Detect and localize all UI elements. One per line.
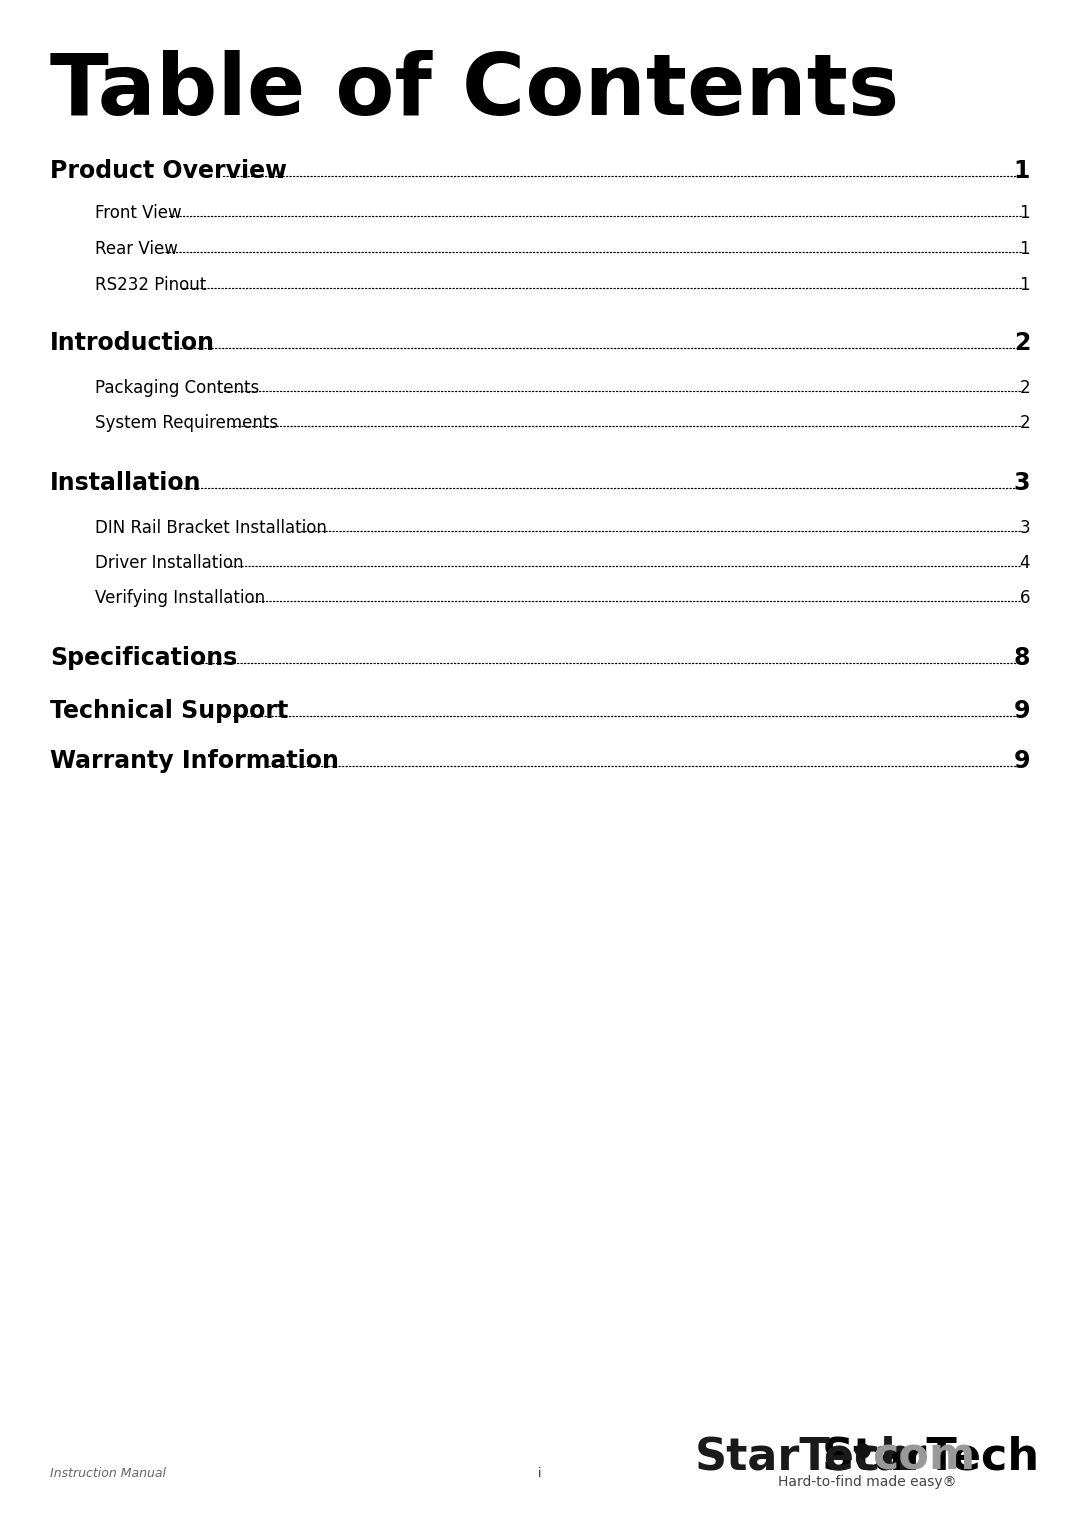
Text: com: com — [872, 1435, 975, 1478]
Text: Installation: Installation — [50, 470, 202, 495]
Text: System Requirements: System Requirements — [95, 414, 279, 432]
Text: i: i — [538, 1467, 542, 1479]
Text: Hard-to-find made easy®: Hard-to-find made easy® — [779, 1475, 957, 1489]
Text: Product Overview: Product Overview — [50, 158, 287, 183]
Text: 3: 3 — [1020, 519, 1030, 537]
Text: Rear View: Rear View — [95, 240, 178, 259]
Text: 2: 2 — [1020, 379, 1030, 397]
Text: 1: 1 — [1020, 275, 1030, 294]
Text: Driver Installation: Driver Installation — [95, 554, 243, 572]
Text: 1: 1 — [1020, 240, 1030, 259]
Text: Front View: Front View — [95, 204, 181, 222]
Text: 8: 8 — [1013, 645, 1030, 670]
Text: 4: 4 — [1020, 554, 1030, 572]
Text: Packaging Contents: Packaging Contents — [95, 379, 259, 397]
Text: Technical Support: Technical Support — [50, 699, 288, 723]
Text: DIN Rail Bracket Installation: DIN Rail Bracket Installation — [95, 519, 327, 537]
Text: RS232 Pinout: RS232 Pinout — [95, 275, 206, 294]
Text: Warranty Information: Warranty Information — [50, 749, 339, 773]
Text: StarTech: StarTech — [822, 1435, 1040, 1478]
Text: Introduction: Introduction — [50, 330, 215, 355]
Text: 2: 2 — [1020, 414, 1030, 432]
Text: Verifying Installation: Verifying Installation — [95, 589, 265, 607]
Text: StarTech: StarTech — [696, 1435, 913, 1478]
Text: 9: 9 — [1013, 749, 1030, 773]
Text: 2: 2 — [1014, 330, 1030, 355]
Text: 1: 1 — [1020, 204, 1030, 222]
Text: 6: 6 — [1020, 589, 1030, 607]
Text: Instruction Manual: Instruction Manual — [50, 1467, 166, 1479]
Text: 3: 3 — [1013, 470, 1030, 495]
Text: 1: 1 — [1014, 158, 1030, 183]
Text: Specifications: Specifications — [50, 645, 238, 670]
Text: 9: 9 — [1013, 699, 1030, 723]
Text: Table of Contents: Table of Contents — [50, 50, 900, 132]
Circle shape — [855, 1444, 869, 1458]
